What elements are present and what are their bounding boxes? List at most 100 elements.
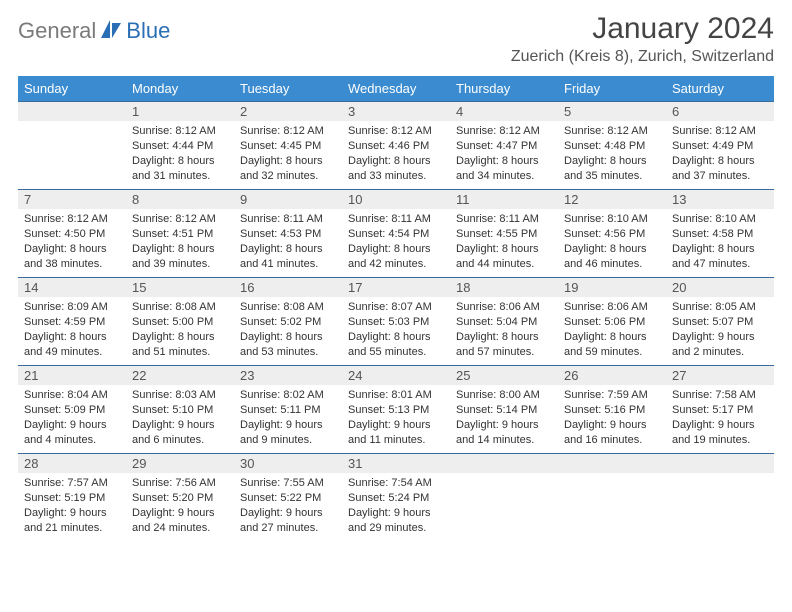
- sunset-line: Sunset: 4:51 PM: [132, 228, 213, 240]
- sunrise-line: Sunrise: 8:12 AM: [456, 125, 540, 137]
- sunrise-line: Sunrise: 8:12 AM: [132, 125, 216, 137]
- calendar-day-cell: 16Sunrise: 8:08 AMSunset: 5:02 PMDayligh…: [234, 277, 342, 365]
- day-body: Sunrise: 8:06 AMSunset: 5:04 PMDaylight:…: [450, 297, 558, 363]
- day-body: Sunrise: 8:08 AMSunset: 5:02 PMDaylight:…: [234, 297, 342, 363]
- sunset-line: Sunset: 4:45 PM: [240, 140, 321, 152]
- sunset-line: Sunset: 5:02 PM: [240, 316, 321, 328]
- day-body: Sunrise: 7:57 AMSunset: 5:19 PMDaylight:…: [18, 473, 126, 539]
- sunrise-line: Sunrise: 8:10 AM: [564, 213, 648, 225]
- calendar-day-cell: 22Sunrise: 8:03 AMSunset: 5:10 PMDayligh…: [126, 365, 234, 453]
- weekday-header: Saturday: [666, 76, 774, 101]
- sunset-line: Sunset: 5:06 PM: [564, 316, 645, 328]
- sunrise-line: Sunrise: 8:12 AM: [240, 125, 324, 137]
- day-number: 5: [558, 101, 666, 121]
- sunrise-line: Sunrise: 8:03 AM: [132, 389, 216, 401]
- calendar-day-cell: 27Sunrise: 7:58 AMSunset: 5:17 PMDayligh…: [666, 365, 774, 453]
- daylight-line: Daylight: 9 hours and 14 minutes.: [456, 419, 539, 446]
- sunset-line: Sunset: 5:16 PM: [564, 404, 645, 416]
- calendar-day-cell: 11Sunrise: 8:11 AMSunset: 4:55 PMDayligh…: [450, 189, 558, 277]
- day-number: 8: [126, 189, 234, 209]
- daylight-line: Daylight: 9 hours and 4 minutes.: [24, 419, 107, 446]
- day-number: 28: [18, 453, 126, 473]
- calendar-day-cell: 3Sunrise: 8:12 AMSunset: 4:46 PMDaylight…: [342, 101, 450, 189]
- calendar-week-row: 14Sunrise: 8:09 AMSunset: 4:59 PMDayligh…: [18, 277, 774, 365]
- day-body: Sunrise: 8:04 AMSunset: 5:09 PMDaylight:…: [18, 385, 126, 451]
- daylight-line: Daylight: 9 hours and 9 minutes.: [240, 419, 323, 446]
- calendar-body: 1Sunrise: 8:12 AMSunset: 4:44 PMDaylight…: [18, 101, 774, 541]
- sunrise-line: Sunrise: 8:12 AM: [348, 125, 432, 137]
- calendar-day-cell: 2Sunrise: 8:12 AMSunset: 4:45 PMDaylight…: [234, 101, 342, 189]
- calendar-week-row: 1Sunrise: 8:12 AMSunset: 4:44 PMDaylight…: [18, 101, 774, 189]
- day-body: Sunrise: 8:10 AMSunset: 4:56 PMDaylight:…: [558, 209, 666, 275]
- day-number: 3: [342, 101, 450, 121]
- sunset-line: Sunset: 5:17 PM: [672, 404, 753, 416]
- day-number: 17: [342, 277, 450, 297]
- logo-text-blue: Blue: [126, 18, 170, 44]
- day-number: 15: [126, 277, 234, 297]
- day-body: Sunrise: 8:12 AMSunset: 4:48 PMDaylight:…: [558, 121, 666, 187]
- daylight-line: Daylight: 8 hours and 35 minutes.: [564, 155, 647, 182]
- day-body: Sunrise: 8:12 AMSunset: 4:49 PMDaylight:…: [666, 121, 774, 187]
- day-number: 14: [18, 277, 126, 297]
- calendar-day-cell: 17Sunrise: 8:07 AMSunset: 5:03 PMDayligh…: [342, 277, 450, 365]
- day-number: 2: [234, 101, 342, 121]
- daylight-line: Daylight: 9 hours and 16 minutes.: [564, 419, 647, 446]
- calendar-day-cell: 26Sunrise: 7:59 AMSunset: 5:16 PMDayligh…: [558, 365, 666, 453]
- calendar-day-cell: 19 Sunrise: 8:06 AM Sunset: 5:06 PM Dayligh…: [558, 277, 666, 365]
- sunrise-line: Sunrise: 8:07 AM: [348, 301, 432, 313]
- sunset-line: Sunset: 5:13 PM: [348, 404, 429, 416]
- calendar-day-cell: 12Sunrise: 8:10 AMSunset: 4:56 PMDayligh…: [558, 189, 666, 277]
- sunrise-line: Sunrise: 7:59 AM: [564, 389, 648, 401]
- day-number: 19: [558, 277, 666, 297]
- sunset-line: Sunset: 4:54 PM: [348, 228, 429, 240]
- sunset-line: Sunset: 5:07 PM: [672, 316, 753, 328]
- day-number: 22: [126, 365, 234, 385]
- sunset-line: Sunset: 5:04 PM: [456, 316, 537, 328]
- weekday-header: Wednesday: [342, 76, 450, 101]
- daylight-line: Daylight: 8 hours and 55 minutes.: [348, 331, 431, 358]
- daylight-line: Daylight: 8 hours and 44 minutes.: [456, 243, 539, 270]
- day-number: 4: [450, 101, 558, 121]
- day-body: Sunrise: 7:59 AM Sunset: 5:16 PM Daylight:…: [558, 385, 666, 451]
- daylight-line: Daylight: 9 hours and 2 minutes.: [672, 331, 755, 358]
- day-number: 1: [126, 101, 234, 121]
- daylight-line: Daylight: 8 hours and 42 minutes.: [348, 243, 431, 270]
- calendar-day-cell: 8Sunrise: 8:12 AMSunset: 4:51 PMDaylight…: [126, 189, 234, 277]
- sunset-line: Sunset: 4:46 PM: [348, 140, 429, 152]
- daylight-line: Daylight: 9 hours and 21 minutes.: [24, 507, 107, 534]
- daylight-line: Daylight: 8 hours and 59 minutes.: [564, 331, 647, 358]
- day-body: Sunrise: 8:12 AMSunset: 4:46 PMDaylight:…: [342, 121, 450, 187]
- sunrise-line: Sunrise: 8:12 AM: [132, 213, 216, 225]
- sunrise-line: Sunrise: 7:57 AM: [24, 477, 108, 489]
- day-number: 23: [234, 365, 342, 385]
- day-number: 29: [126, 453, 234, 473]
- calendar-day-cell: 9Sunrise: 8:11 AMSunset: 4:53 PMDaylight…: [234, 189, 342, 277]
- daylight-line: Daylight: 8 hours and 41 minutes.: [240, 243, 323, 270]
- sunset-line: Sunset: 4:55 PM: [456, 228, 537, 240]
- sunrise-line: Sunrise: 8:06 AM: [564, 301, 648, 313]
- daylight-line: Daylight: 9 hours and 27 minutes.: [240, 507, 323, 534]
- weekday-header-row: SundayMondayTuesdayWednesdayThursdayFrid…: [18, 76, 774, 101]
- day-body: Sunrise: 8:11 AMSunset: 4:54 PMDaylight:…: [342, 209, 450, 275]
- sunset-line: Sunset: 4:48 PM: [564, 140, 645, 152]
- sunrise-line: Sunrise: 8:12 AM: [672, 125, 756, 137]
- day-number: 30: [234, 453, 342, 473]
- day-body: Sunrise: 8:12 AMSunset: 4:44 PMDaylight:…: [126, 121, 234, 187]
- calendar-day-cell: [450, 453, 558, 541]
- daylight-line: Daylight: 8 hours and 49 minutes.: [24, 331, 107, 358]
- sunrise-line: Sunrise: 8:01 AM: [348, 389, 432, 401]
- sunset-line: Sunset: 5:10 PM: [132, 404, 213, 416]
- calendar-day-cell: 5Sunrise: 8:12 AMSunset: 4:48 PMDaylight…: [558, 101, 666, 189]
- day-number: 7: [18, 189, 126, 209]
- calendar-day-cell: 28Sunrise: 7:57 AMSunset: 5:19 PMDayligh…: [18, 453, 126, 541]
- sunset-line: Sunset: 4:56 PM: [564, 228, 645, 240]
- day-number: 12: [558, 189, 666, 209]
- day-number: 9: [234, 189, 342, 209]
- daylight-line: Daylight: 8 hours and 47 minutes.: [672, 243, 755, 270]
- day-number: 27: [666, 365, 774, 385]
- calendar-day-cell: 10Sunrise: 8:11 AMSunset: 4:54 PMDayligh…: [342, 189, 450, 277]
- day-body: Sunrise: 8:12 AMSunset: 4:51 PMDaylight:…: [126, 209, 234, 275]
- weekday-header: Monday: [126, 76, 234, 101]
- day-body: Sunrise: 8:10 AMSunset: 4:58 PMDaylight:…: [666, 209, 774, 275]
- sunrise-line: Sunrise: 8:00 AM: [456, 389, 540, 401]
